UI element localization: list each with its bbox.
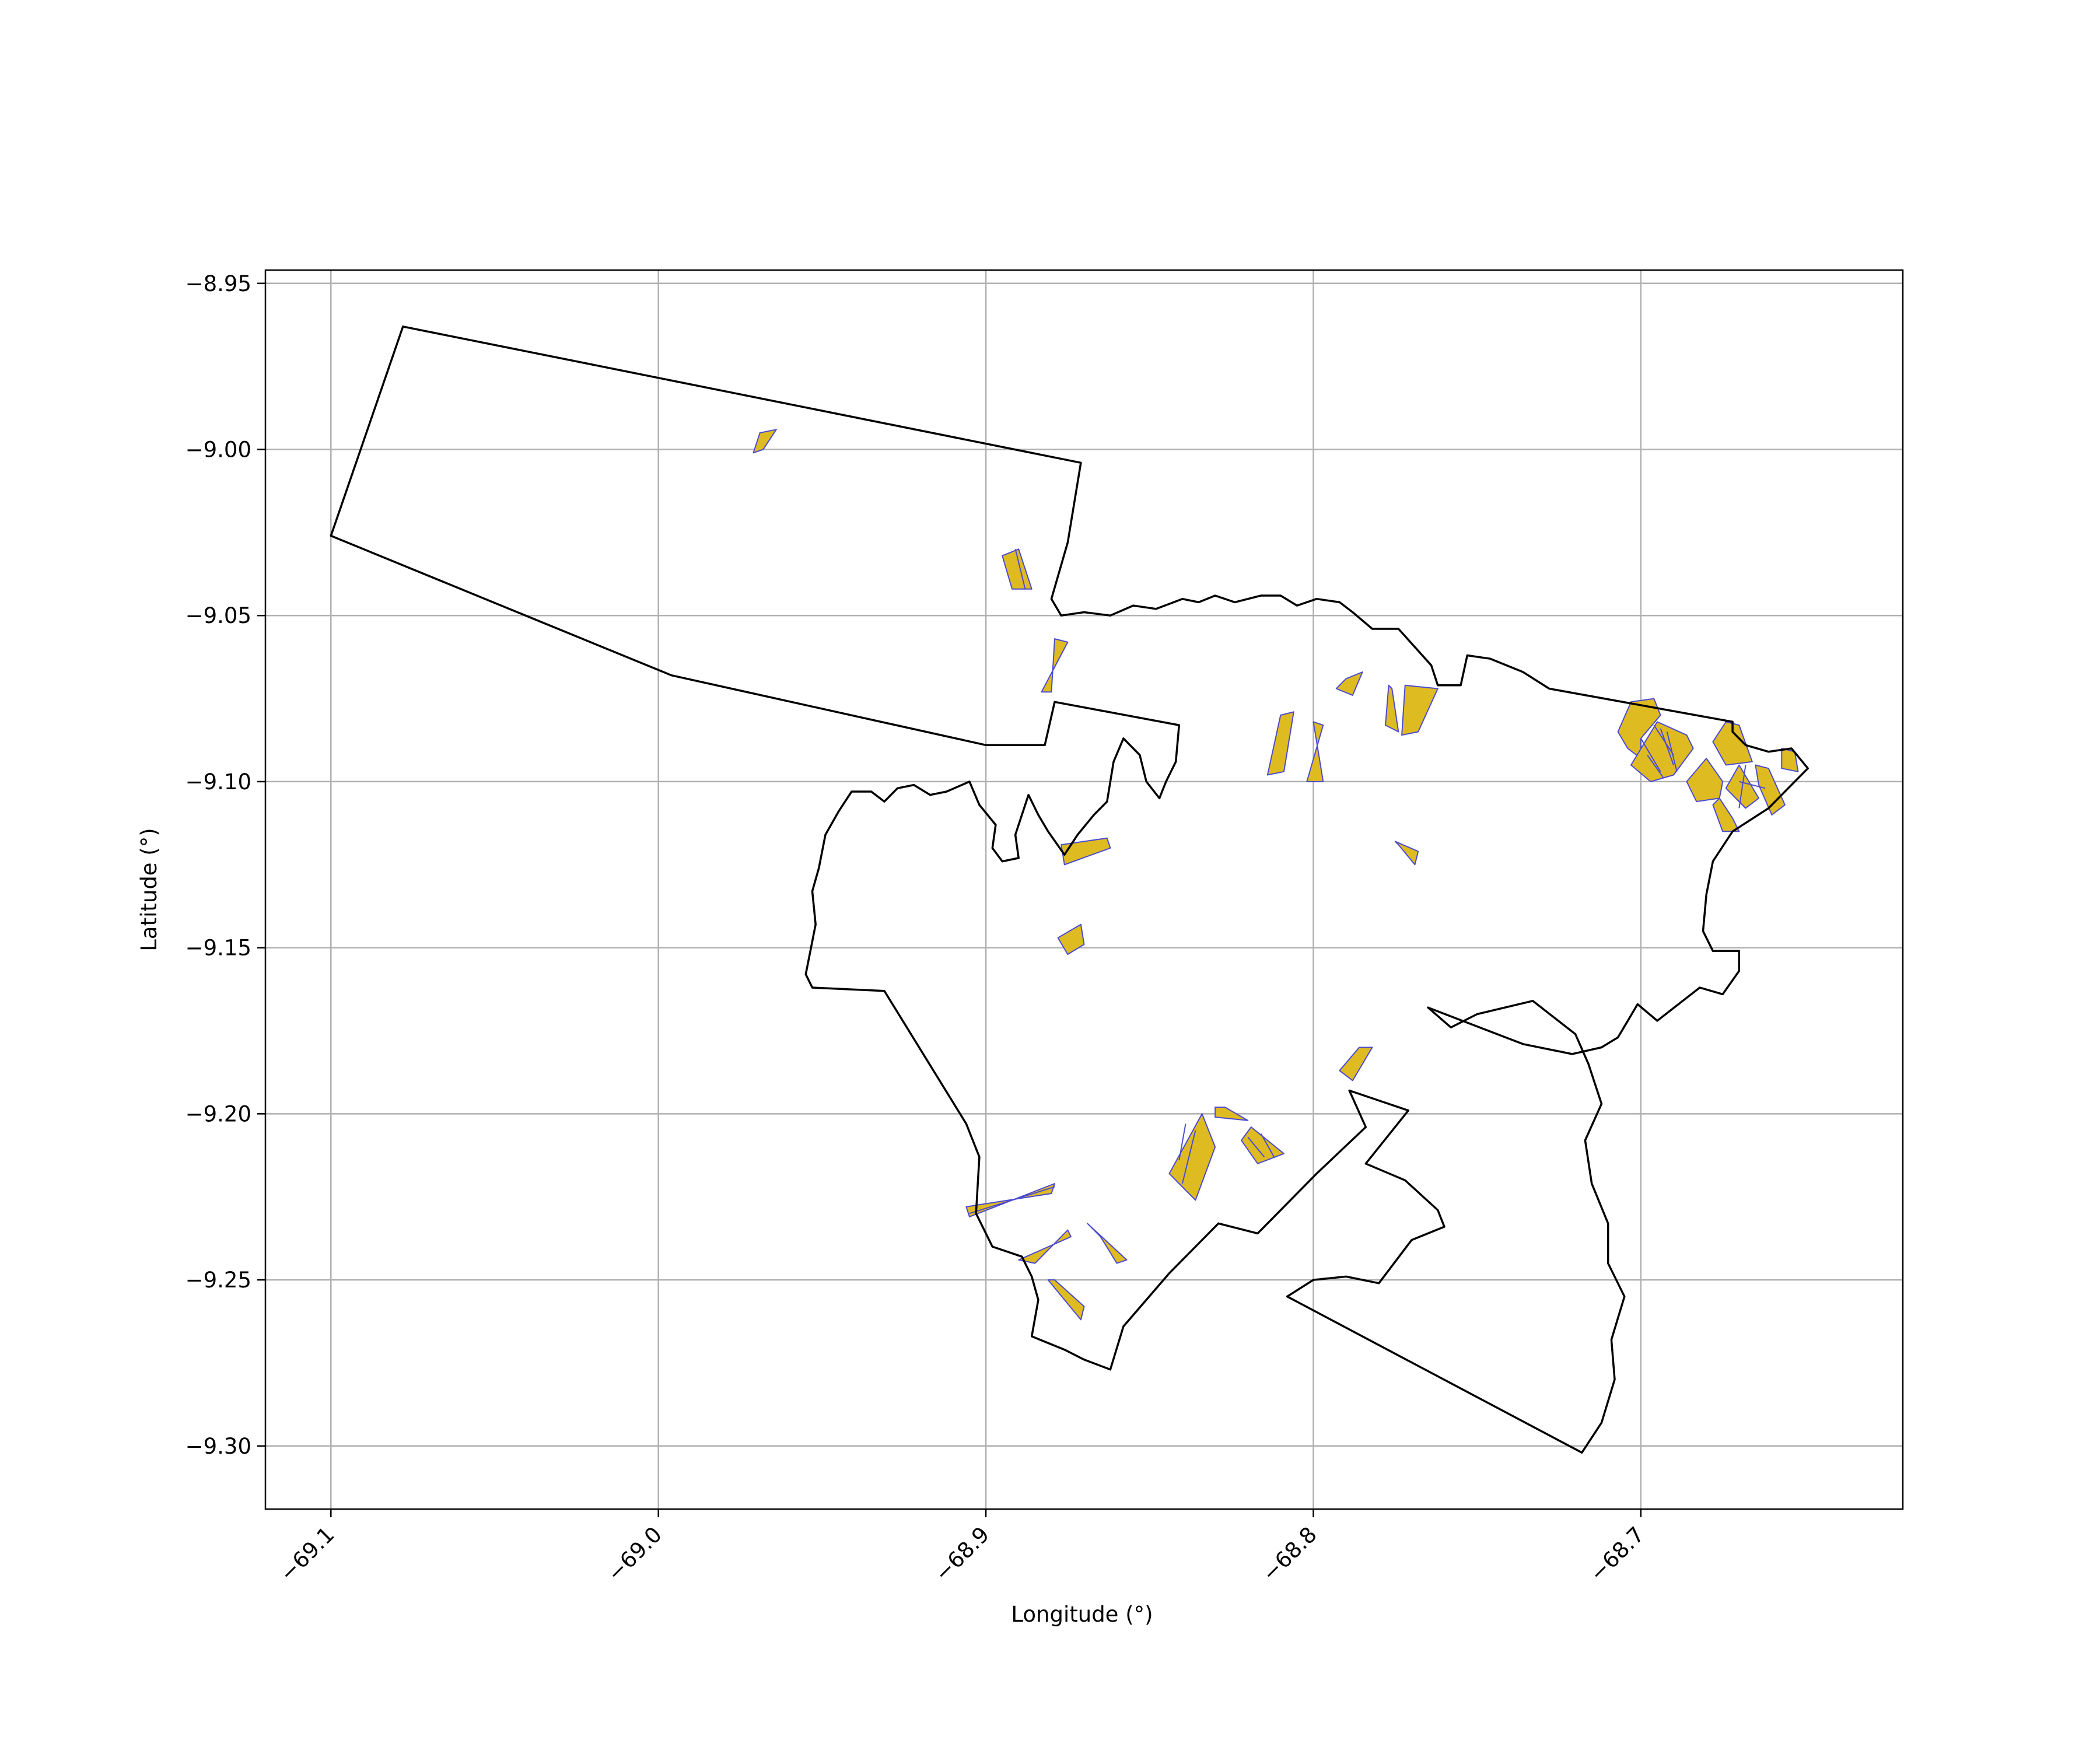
parcel-dividers xyxy=(969,549,1766,1214)
x-tick-label: −68.8 xyxy=(1257,1522,1322,1587)
parcel-polygon xyxy=(1339,1046,1373,1082)
x-axis-ticks: −69.1 −69.0 −68.9 −68.8 −68.7 xyxy=(275,1509,1649,1587)
parcel-divider xyxy=(1653,724,1674,755)
parcel-divider xyxy=(1647,754,1665,779)
parcel-divider xyxy=(1014,549,1026,589)
axes-frame xyxy=(264,269,1904,1510)
parcel-divider xyxy=(1660,728,1674,765)
parcel-divider xyxy=(1666,732,1678,772)
y-tick-label: −9.10 xyxy=(186,769,251,794)
y-tick-label: −9.05 xyxy=(186,603,251,628)
parcel-polygon xyxy=(1401,684,1438,736)
parcel-divider xyxy=(1260,1133,1275,1157)
parcel-polygon xyxy=(1712,721,1753,766)
parcel-polygon xyxy=(1781,748,1799,772)
parcel-polygon xyxy=(1335,671,1363,696)
parcel-polygon xyxy=(1385,684,1399,733)
parcel-polygon xyxy=(1306,721,1324,782)
parcel-divider xyxy=(1178,1124,1186,1161)
parcel-polygon xyxy=(1168,1113,1216,1201)
parcel-polygon xyxy=(1266,711,1294,776)
parcel-divider xyxy=(1640,738,1661,772)
parcel-polygons xyxy=(752,429,1799,1321)
parcel-polygon xyxy=(1712,797,1740,832)
parcel-polygon xyxy=(1002,548,1032,590)
grid-lines xyxy=(265,270,1903,1509)
y-tick-label: −9.25 xyxy=(186,1268,251,1293)
y-tick-label: −9.00 xyxy=(186,437,251,462)
parcel-polygon xyxy=(1047,1279,1085,1321)
parcel-polygon xyxy=(1087,1223,1128,1264)
parcel-polygon xyxy=(1241,1126,1284,1164)
x-tick-label: −69.1 xyxy=(275,1522,340,1587)
parcel-polygon xyxy=(1060,837,1111,866)
parcel-polygon xyxy=(1018,1229,1072,1264)
parcel-divider xyxy=(969,1186,1055,1214)
x-axis-label: Longitude (°) xyxy=(1011,1602,1153,1627)
parcel-divider xyxy=(1247,1136,1265,1158)
parcel-polygon xyxy=(1394,841,1419,866)
parcel-polygon xyxy=(1041,638,1069,693)
y-tick-label: −9.15 xyxy=(186,936,251,961)
parcel-polygon xyxy=(1057,923,1085,955)
parcel-divider xyxy=(1181,1130,1196,1184)
y-axis-ticks: −8.95 −9.00 −9.05 −9.10 −9.15 −9.20 −9.25 −9.30 xyxy=(186,271,265,1459)
x-tick-label: −69.0 xyxy=(602,1522,667,1587)
parcel-polygon xyxy=(1630,721,1694,782)
y-axis-label: Latitude (°) xyxy=(136,828,162,951)
parcel-divider xyxy=(1738,765,1746,808)
y-tick-label: −9.30 xyxy=(186,1434,251,1459)
parcel-polygon xyxy=(1686,758,1724,803)
y-tick-label: −8.95 xyxy=(186,271,251,296)
boundary-outline xyxy=(330,326,1809,1454)
parcel-polygon xyxy=(1755,764,1786,816)
boundary-outlines xyxy=(330,326,1809,1454)
parcel-polygon xyxy=(752,429,777,454)
parcel-polygon xyxy=(1214,1107,1249,1121)
x-tick-label: −68.9 xyxy=(930,1522,995,1587)
x-tick-label: −68.7 xyxy=(1585,1522,1650,1587)
y-tick-label: −9.20 xyxy=(186,1101,251,1126)
